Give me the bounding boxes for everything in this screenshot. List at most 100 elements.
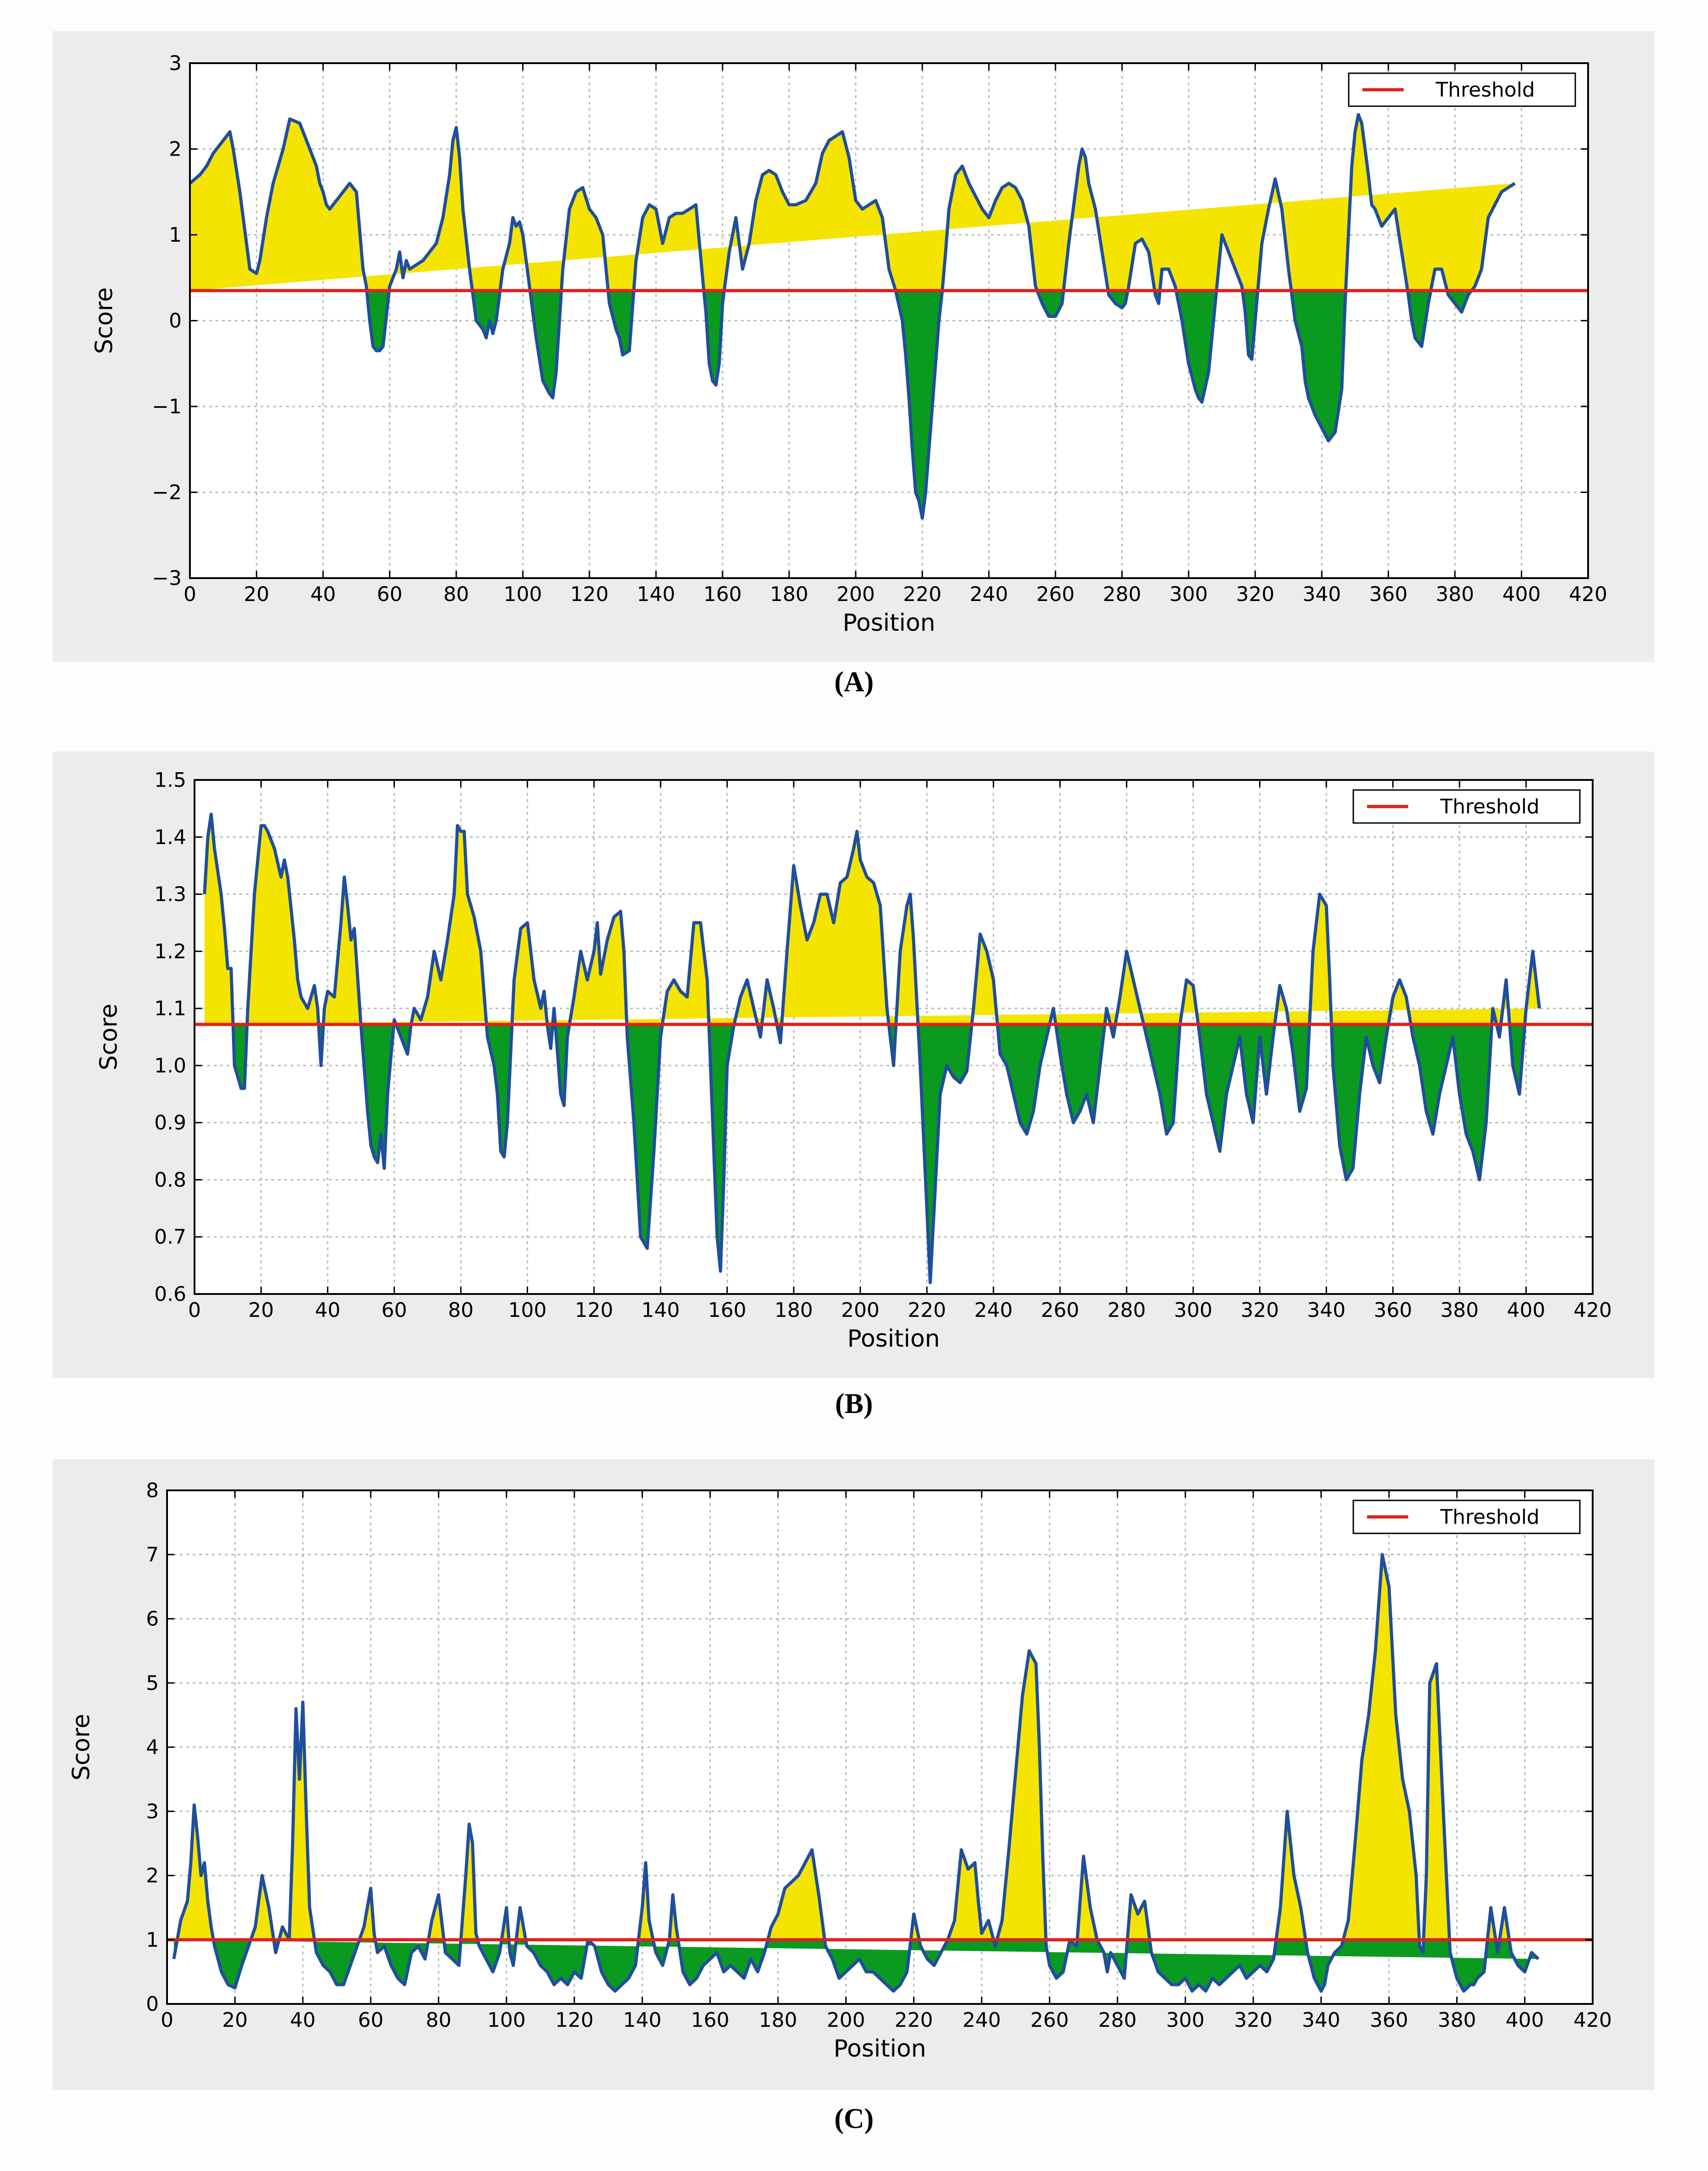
data-point — [1304, 380, 1306, 382]
data-point — [909, 893, 911, 895]
data-point — [1476, 1977, 1478, 1979]
data-point — [519, 1907, 521, 1909]
data-point — [315, 165, 317, 167]
data-point — [954, 1920, 956, 1922]
data-point — [1324, 1984, 1325, 1986]
data-point — [1545, 752, 1547, 753]
data-point — [825, 1945, 827, 1947]
data-point — [967, 1868, 969, 1870]
data-point — [722, 303, 724, 304]
data-point — [672, 1894, 674, 1896]
data-point — [1510, 1952, 1512, 1954]
y-tick-label: 0 — [169, 309, 182, 333]
data-point — [743, 1977, 745, 1979]
chart-panel-b: 0 20 40 60 80 100 120 140 160 180 200 220 240 260 280 3… — [53, 752, 1654, 1378]
data-point — [800, 905, 801, 907]
data-point — [635, 260, 637, 261]
legend-label: Threshold — [1440, 1505, 1540, 1529]
x-tick-label: 340 — [1307, 1299, 1346, 1322]
data-point — [1221, 234, 1223, 236]
data-point — [595, 217, 597, 219]
data-point — [497, 1093, 498, 1095]
data-point — [353, 927, 355, 929]
data-point — [349, 183, 351, 184]
data-point — [730, 1965, 731, 1966]
data-point — [506, 1907, 508, 1909]
data-point — [372, 346, 374, 347]
data-point — [1434, 268, 1436, 270]
x-tick-label: 400 — [1506, 2009, 1544, 2032]
data-point — [500, 1150, 502, 1152]
data-point — [955, 174, 957, 176]
data-point — [1119, 996, 1121, 998]
data-point — [586, 979, 588, 981]
data-point — [1234, 268, 1236, 270]
data-point — [886, 1007, 888, 1009]
data-point — [542, 380, 544, 382]
x-tick-label: 300 — [1166, 2009, 1205, 2032]
data-point — [1157, 1971, 1159, 1973]
x-axis-label: Position — [843, 609, 935, 637]
data-point — [1137, 1913, 1139, 1915]
data-point — [1053, 1007, 1054, 1009]
data-point — [347, 905, 349, 907]
data-point — [1473, 1984, 1475, 1986]
data-point — [324, 1007, 325, 1009]
data-point — [1171, 1984, 1173, 1986]
data-point — [379, 350, 381, 352]
data-point — [1332, 1065, 1334, 1067]
data-point — [906, 905, 908, 907]
data-point — [1028, 1650, 1030, 1652]
data-point — [1421, 346, 1422, 347]
legend-box — [1348, 72, 1576, 107]
data-point — [404, 1984, 405, 1986]
data-point — [1192, 985, 1194, 986]
data-point — [507, 1122, 508, 1124]
data-point — [1152, 1065, 1154, 1067]
caption-b: (B) — [835, 1388, 873, 1419]
data-point — [449, 174, 450, 176]
data-point — [522, 234, 524, 236]
data-point — [433, 950, 435, 952]
data-point — [478, 1945, 480, 1947]
axes: 0 20 40 60 80 100 120 140 160 180 200 220 240 260 280 3… — [91, 52, 1607, 637]
data-point — [760, 1036, 762, 1038]
data-point — [1470, 1984, 1471, 1986]
data-point — [513, 979, 515, 981]
data-point — [222, 140, 224, 141]
x-tick-label: 20 — [243, 583, 269, 606]
x-tick-label: 220 — [895, 2009, 933, 2032]
data-point — [939, 1093, 941, 1095]
data-point — [220, 893, 222, 895]
data-point — [335, 200, 337, 201]
data-point — [1032, 1110, 1034, 1112]
data-point — [1448, 294, 1449, 296]
data-point — [400, 1036, 402, 1038]
data-point — [387, 1093, 389, 1095]
data-point — [241, 1965, 243, 1966]
legend: Threshold — [1352, 789, 1581, 824]
data-point — [594, 1945, 596, 1947]
data-point — [526, 922, 528, 924]
data-point — [928, 449, 930, 450]
data-point — [210, 813, 212, 815]
data-point — [1519, 1093, 1520, 1095]
data-point — [540, 1007, 542, 1009]
data-point — [839, 882, 841, 884]
y-tick-label: −3 — [152, 567, 182, 590]
data-point — [832, 1958, 833, 1960]
data-point — [649, 204, 650, 206]
y-tick-label: 0 — [146, 1992, 159, 2016]
data-point — [1325, 905, 1327, 907]
data-point — [1427, 303, 1429, 304]
data-point — [389, 286, 390, 287]
chart-a-svg: 0 20 40 60 80 100 120 140 160 180 200 220 240 260 280 3… — [91, 52, 1607, 637]
data-point — [859, 859, 861, 861]
x-tick-label: 120 — [555, 2009, 594, 2032]
data-point — [1461, 311, 1463, 313]
data-point — [753, 1007, 755, 1009]
data-point — [457, 825, 459, 827]
data-point — [1181, 320, 1183, 322]
data-point — [475, 1933, 477, 1934]
data-point — [842, 131, 843, 133]
